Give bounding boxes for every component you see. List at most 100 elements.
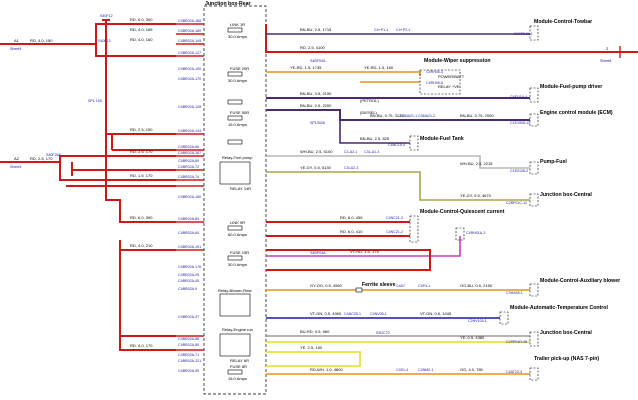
- jb-connector-label: C4BR02A-66: [178, 145, 199, 149]
- jb-connector-label: C4BR02A-71: [178, 353, 199, 357]
- fuse-bottom-rating: 15.0 Amps: [228, 376, 247, 381]
- module-jb-central-1: Junction box-Central: [540, 192, 592, 198]
- wire-label-r-3: YE-RD, 1.5, 1735: [290, 65, 322, 70]
- jb-connector-label: C4BR02A-99: [178, 369, 199, 373]
- splice-3: SP1 15X: [88, 99, 103, 103]
- relay-blower-label: Relay-Blower-Rear: [218, 288, 252, 293]
- wire-label-r-17: GY-OG, 0.5, 4550: [310, 283, 343, 288]
- splice-1: S40F12: [100, 14, 113, 18]
- conn-tag-17: C4S1-4: [396, 368, 408, 372]
- jb-connector-label: C4BR02A-88: [178, 337, 199, 341]
- conn-tag-18: C4NM2-1: [418, 368, 433, 372]
- wire-label-left-3: RD, 4.0, 160: [130, 37, 153, 42]
- link2-rating: 60.0 Amps: [228, 232, 247, 237]
- annotation-diesel: (DIESEL): [360, 110, 378, 115]
- conn-tag-10: C3I-A2-3: [344, 166, 358, 170]
- conn-tag-4: C4RH05-6: [426, 81, 443, 85]
- jb-connector-label: C4BR02A-89: [178, 343, 199, 347]
- conn-tag-6: C3MA21-1: [400, 114, 417, 118]
- jb-connector-label: C4BR02A-45: [178, 279, 199, 283]
- ferrite-marker: [355, 287, 363, 293]
- jb-connector-label: C4BR02A-25: [178, 273, 199, 277]
- wire-label-r-16: VT-RD, 1.5, 175: [350, 249, 379, 254]
- wire-label-r-25: OG, 4.0, 780: [460, 367, 484, 372]
- jb-connector-label: C4BR02A-72: [178, 165, 199, 169]
- jb-connector-label: C4BR02A-149: [178, 39, 201, 43]
- conn-tag-5: C4NC19-4: [388, 143, 405, 147]
- jb-connector-label: C4BR02A-167: [178, 151, 201, 155]
- conn-tag-15: C4A7: [396, 284, 405, 288]
- conn-tag-2: C4+P2-1: [396, 28, 410, 32]
- module-aux-blower-conn: C3HA05-1: [506, 291, 523, 295]
- jb-connector-label: C4BR02A-170: [178, 77, 201, 81]
- relay-engine-label: Relay-Engine run: [222, 327, 253, 332]
- module-fuelpump-conn: C4EU1A-4: [510, 95, 527, 99]
- fuse-mid-name: FUSE 50R: [230, 110, 249, 115]
- input-a1-wire: RD, 4.0, 150: [30, 38, 53, 43]
- fuse-c-name: FUSE 15R: [230, 250, 249, 255]
- fuse-mid-rating: 15.0 Amps: [228, 122, 247, 127]
- module-ecm: Engine control module (ECM): [540, 110, 613, 116]
- wire-label-left-1: RD, 6.0, 300: [130, 17, 153, 22]
- input-a2-id: A2: [14, 156, 20, 161]
- input-a1-desc: Sheet4: [10, 47, 21, 51]
- conn-tag-9: C31-A1-3: [364, 150, 379, 154]
- module-trailer-conn: C4AT23-4: [506, 370, 522, 374]
- link1-name: LINK 1R: [230, 22, 245, 27]
- splice-2: S40F13: [98, 39, 111, 43]
- module-fuel-tank: Module-Fuel Tank: [420, 136, 464, 142]
- relay-engine-id: RELAY 6R: [230, 358, 249, 363]
- wire-label-r-20: VT-GN, 0.5, 1045: [420, 311, 452, 316]
- junction-box-title: Junction box-Rear: [205, 1, 251, 7]
- module-wiper: Module-Wiper suppression: [424, 58, 491, 64]
- fuse-top-rating: 30.0 Amps: [228, 78, 247, 83]
- module-towbar-conn: C4AT24A-1: [514, 32, 533, 36]
- splice-4: S40F26A: [46, 153, 62, 157]
- conn-tag-3: C4RH05-3: [426, 70, 443, 74]
- jb-connector-label: C4BR02A-84: [178, 217, 199, 221]
- wire-label-left-9: RD, 4.0, 170: [130, 343, 153, 348]
- module-trailer: Trailer pick-up (NAS 7-pin): [534, 356, 599, 362]
- jb-connector-label: C4BR02A-37: [178, 315, 199, 319]
- output-2-id: 2: [606, 46, 609, 51]
- jb-connector-label: C4BR02A-121: [178, 359, 201, 363]
- wire-label-left-2: RD, 4.0, 165: [130, 27, 153, 32]
- wire-label-r-6: BN-BU, 2.5, 2200: [300, 103, 332, 108]
- jb-connector-label: C4BR02A-143: [178, 129, 201, 133]
- wire-label-left-5: RD, 2.5, 170: [130, 149, 153, 154]
- wire-label-r-4: YE-RD, 1.5, 160: [364, 65, 394, 70]
- module-pump-fuel: Pump-Fuel: [540, 159, 567, 165]
- wire-label-r-23: YE, 2.5, 150: [300, 345, 323, 350]
- jb-connector-label: C4BR02A-9: [178, 287, 197, 291]
- wire-label-r-7: BN-BU, 0.75, 3125: [370, 113, 404, 118]
- jb-connector-label: C4BR02A-100: [178, 67, 201, 71]
- wire-label-r-18: OG-BU, 0.5, 2150: [460, 283, 493, 288]
- splice-5: S4BF04A: [310, 59, 326, 63]
- wire-label-left-4: RD, 2.5, 150: [130, 127, 153, 132]
- wire-label-r-19: VT-GN, 0.5, 4960: [310, 311, 342, 316]
- jb-connector-label: C4BR02A-127: [178, 51, 201, 55]
- module-aux-blower: Module-Control-Auxiliary blower: [540, 278, 620, 284]
- module-wiper-pin2: RELAY +VE: [438, 84, 460, 89]
- left-red-wiring: [0, 19, 176, 187]
- jb-connector-label: C4BR02A-64: [178, 231, 199, 235]
- wire-label-left-8: RD, 4.0, 210: [130, 243, 153, 248]
- module-pump-fuel-conn: C1E0108-2: [510, 169, 528, 173]
- module-wiper-pin1: POWER/BATT: [438, 74, 465, 79]
- wire-label-r-24: RD-WH, 1.0, 4800: [310, 367, 343, 372]
- jb-components: [219, 27, 251, 375]
- wire-label-r-13: YE-GY, 0.5, 4670: [460, 193, 492, 198]
- wire-label-r-2: RD, 2.5, 4100: [300, 45, 325, 50]
- splice-6: S4BP04A: [310, 251, 326, 255]
- jb-connector-label: C4BR02A-74: [178, 175, 199, 179]
- link1-rating: 30.0 Amps: [228, 34, 247, 39]
- conn-tag-1: C4+P1-1: [374, 28, 388, 32]
- input-a2-wire: RD, 2.5, 170: [30, 156, 53, 161]
- module-atc-conn: C2HV105-1: [468, 319, 487, 323]
- relay-fuel-label: Relay-Fuel pump: [222, 155, 253, 160]
- conn-tag-14: C4NV05-1: [370, 312, 387, 316]
- jb-connector-label: C4BR02A-180: [178, 29, 201, 33]
- splice-8: SP13028: [310, 121, 325, 125]
- conn-tag-12: C4NC21-2: [386, 230, 403, 234]
- wire-label-r-11: YE-GY, 0.5, 5130: [300, 165, 332, 170]
